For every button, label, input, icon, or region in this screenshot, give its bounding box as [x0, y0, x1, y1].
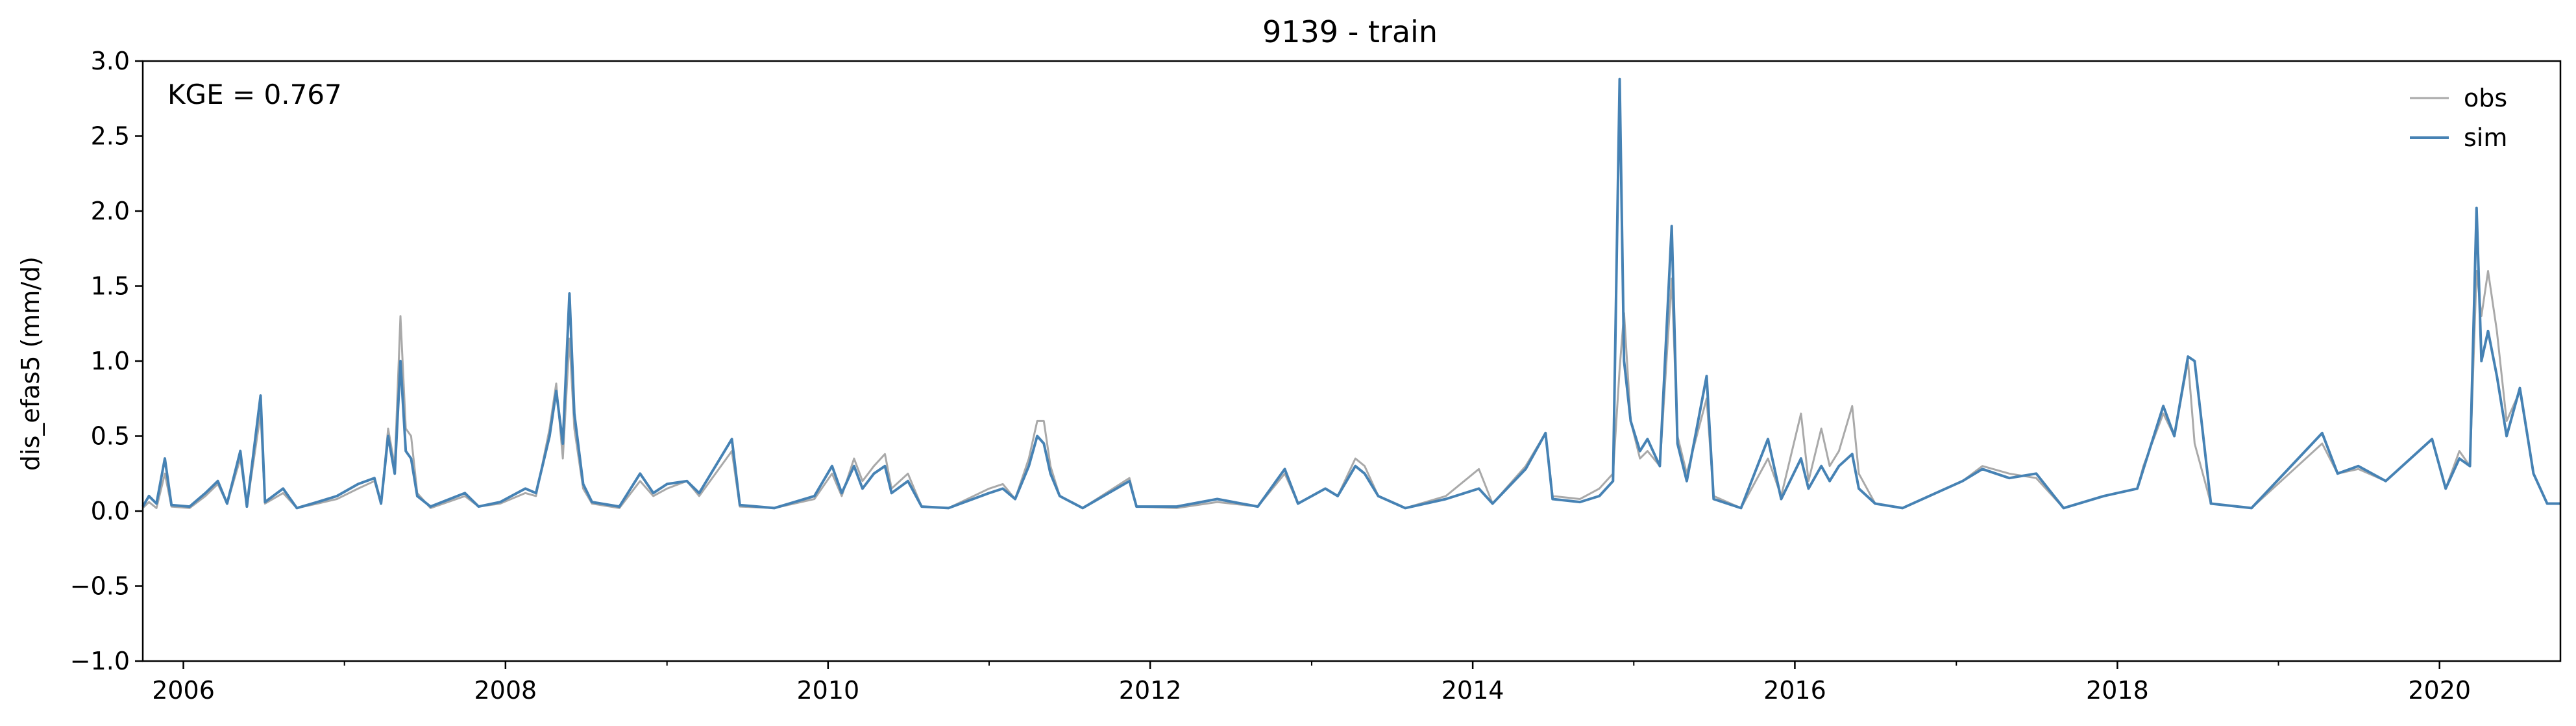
series-group: [141, 77, 2560, 510]
x-tick-label: 2016: [1763, 676, 1826, 705]
legend-label-sim: sim: [2464, 123, 2507, 152]
plot-area: [143, 61, 2560, 661]
kge-annotation: KGE = 0.767: [167, 79, 342, 110]
y-tick-label: 3.0: [91, 47, 130, 75]
legend: obs sim: [2410, 84, 2507, 152]
y-tick-label: 0.5: [91, 422, 130, 451]
plot-background: [143, 61, 2560, 661]
x-tick-label: 2006: [152, 676, 215, 705]
y-tick-label: 2.0: [91, 197, 130, 225]
x-tick-label: 2018: [2086, 676, 2149, 705]
y-tick-label: −1.0: [70, 647, 130, 675]
y-tick-label: 1.5: [91, 272, 130, 301]
y-tick-label: 0.0: [91, 497, 130, 525]
x-tick-label: 2014: [1441, 676, 1504, 705]
series-line-sim: [141, 77, 2560, 510]
y-tick-label: −0.5: [70, 572, 130, 601]
y-axis-label: dis_efas5 (mm/d): [16, 257, 45, 471]
x-tick-label: 2008: [474, 676, 537, 705]
chart-title: 9139 - train: [1262, 14, 1438, 49]
x-tick-label: 2020: [2408, 676, 2471, 705]
x-tick-label: 2012: [1119, 676, 1182, 705]
legend-label-obs: obs: [2464, 84, 2507, 112]
y-tick-label: 1.0: [91, 347, 130, 375]
x-tick-label: 2010: [796, 676, 859, 705]
axes: −1.0 −0.5 0.0 0.5 1.0 1.5 2.0 2.5 3.0 2006 2008 201…: [70, 47, 2562, 705]
y-tick-label: 2.5: [91, 122, 130, 151]
